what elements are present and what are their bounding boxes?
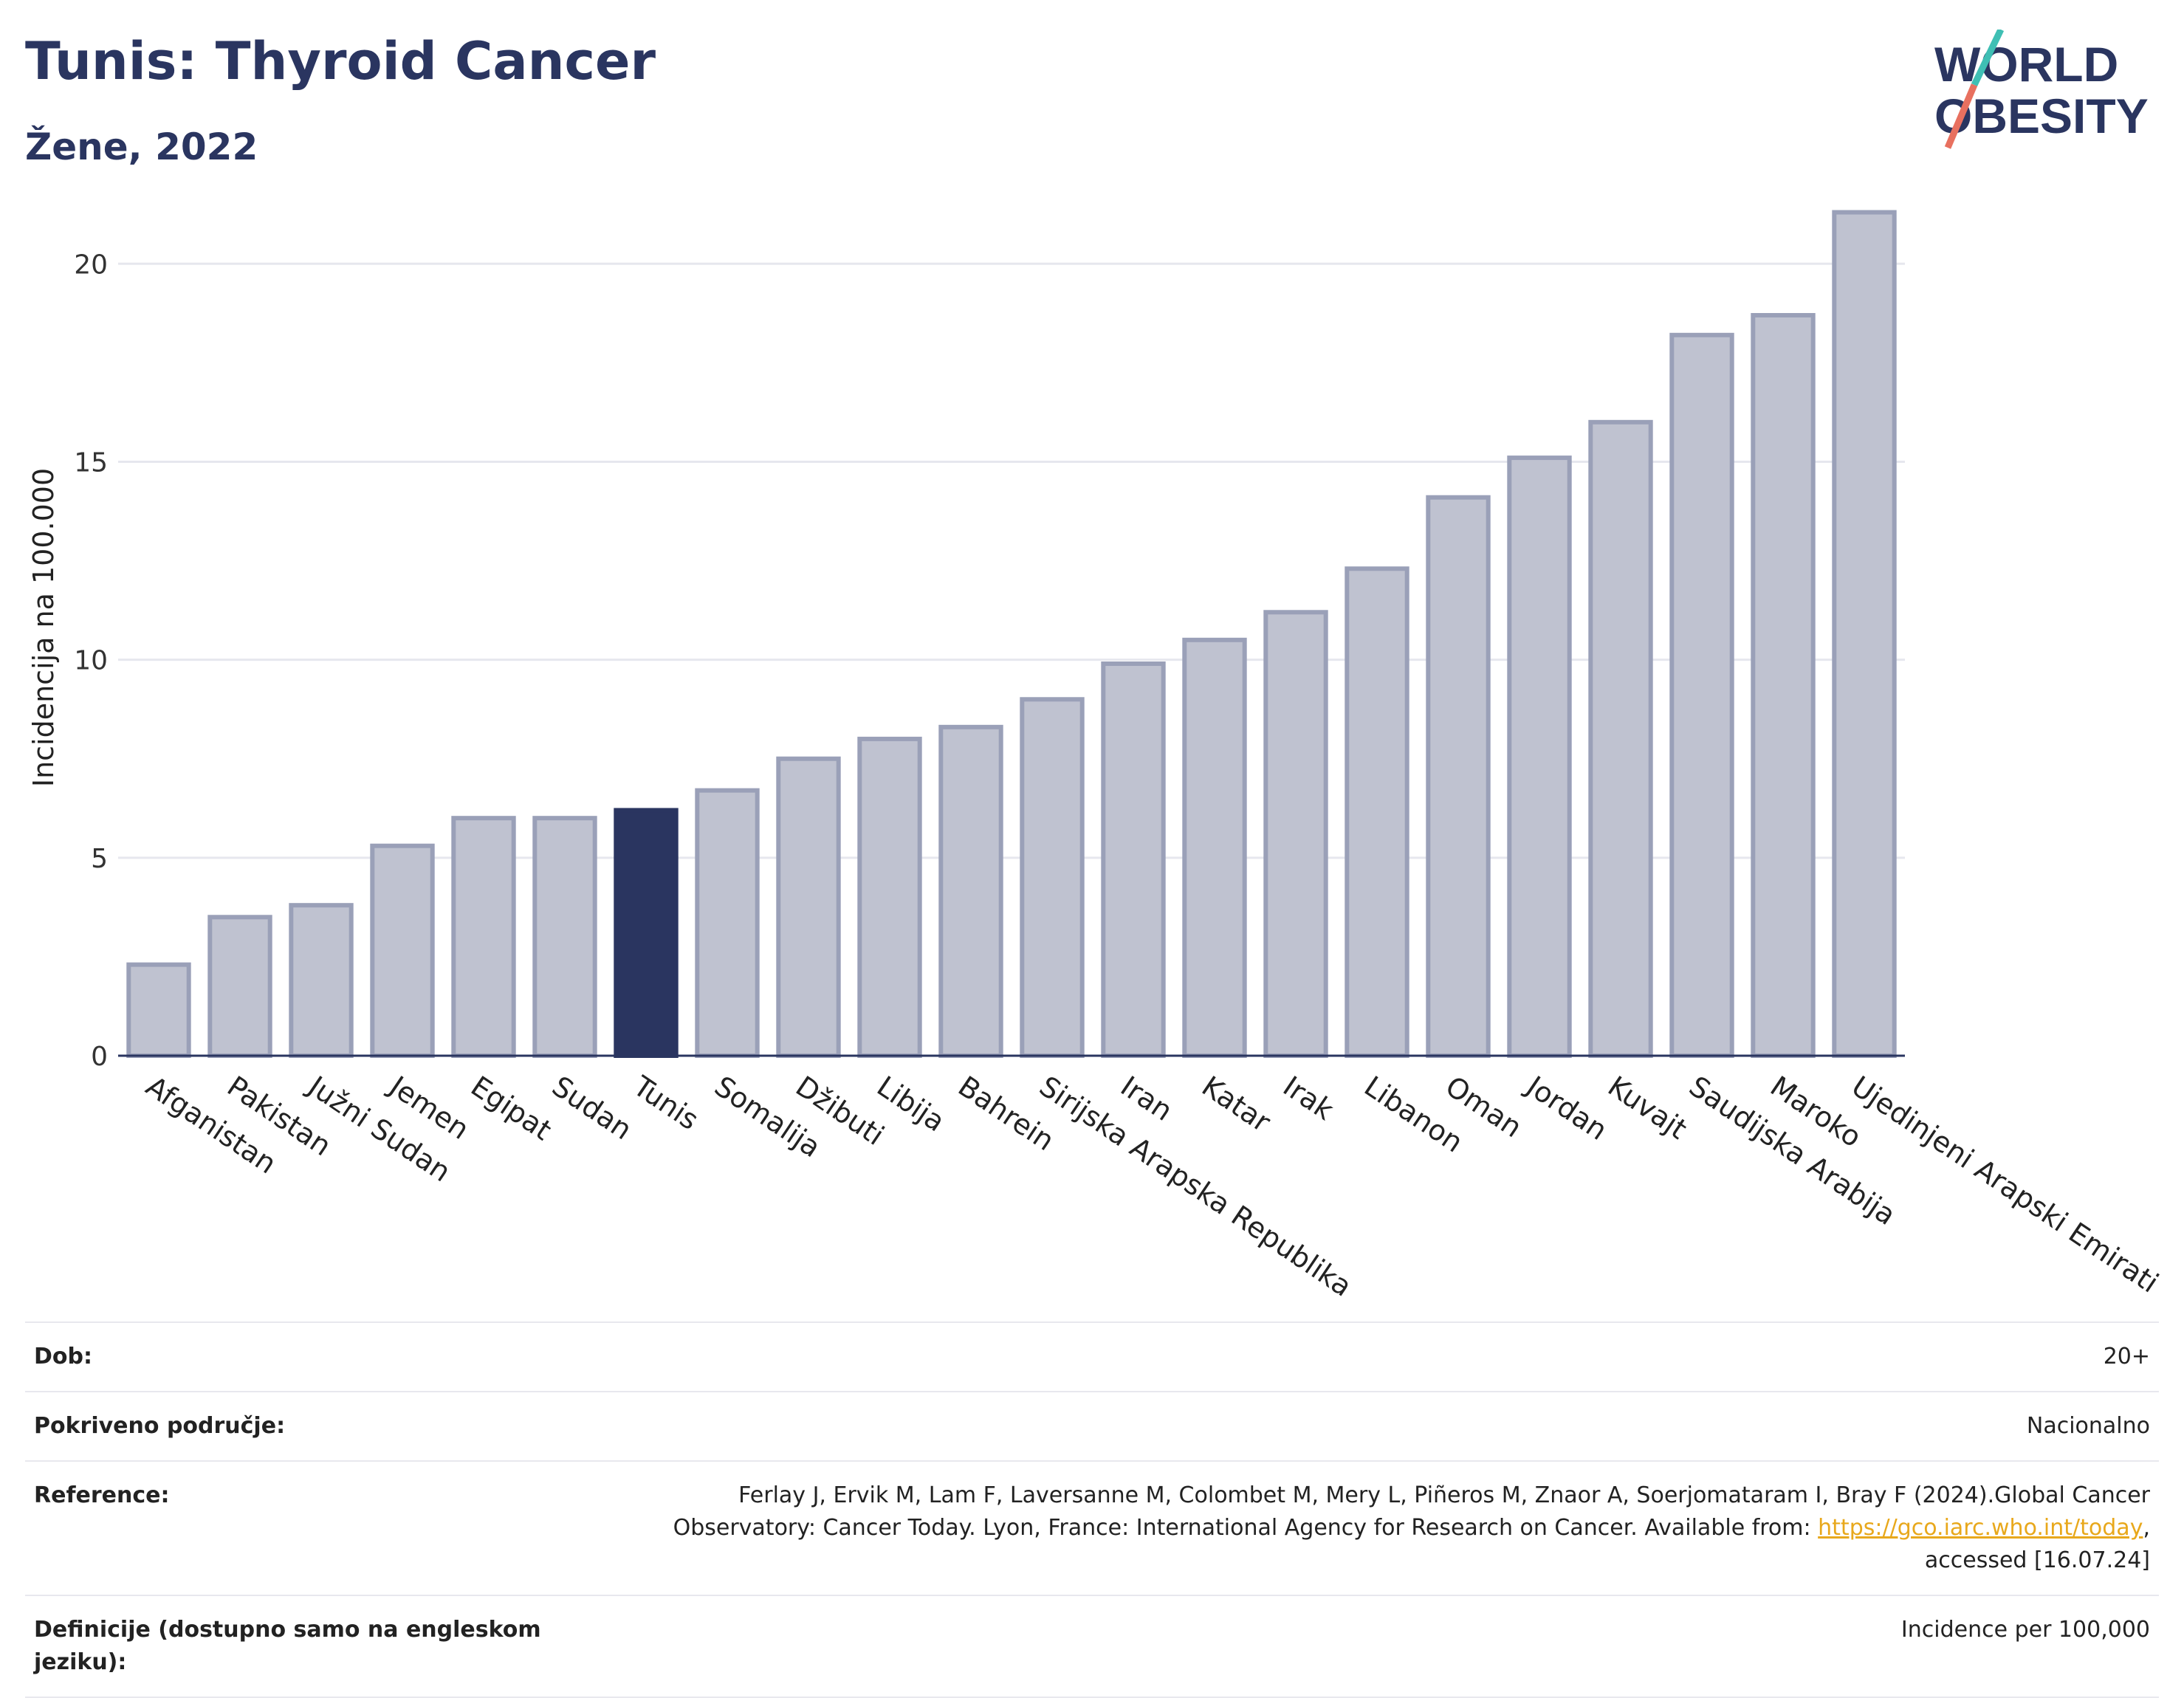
chart-title: Tunis: Thyroid Cancer	[25, 31, 656, 92]
coverage-value: Nacionalno	[2026, 1413, 2150, 1439]
y-axis-label: Incidencija na 100.000	[27, 468, 60, 787]
bar-sirijska-arapska-republika	[1020, 697, 1085, 1058]
bar-kuvajt	[1588, 419, 1653, 1058]
bar-južni-sudan	[289, 903, 354, 1058]
logo-red-stroke	[1944, 83, 1978, 149]
bar-libanon	[1345, 566, 1409, 1058]
y-tick-label: 5	[91, 844, 108, 874]
bar-katar	[1182, 637, 1247, 1058]
logo-line1: WORLD	[1934, 37, 2118, 92]
y-tick-label: 15	[74, 447, 108, 478]
coverage-label: Pokriveno područje:	[34, 1413, 286, 1439]
x-tick-label: Jordan	[1519, 1069, 1613, 1147]
y-tick-label: 20	[74, 250, 108, 280]
info-row-reference: Reference: Ferlay J, Ervik M, Lam F, Lav…	[25, 1460, 2159, 1595]
info-row-definitions: Definicije (dostupno samo na engleskom j…	[25, 1595, 2159, 1698]
reference-text: Ferlay J, Ervik M, Lam F, Laversanne M, …	[673, 1482, 2150, 1541]
chart-subtitle: Žene, 2022	[25, 126, 258, 168]
logo-teal-stroke	[1971, 30, 2005, 86]
reference-tail: , accessed [16.07.24]	[1924, 1515, 2150, 1573]
bar-somalija	[695, 788, 760, 1058]
bar-bahrein	[938, 724, 1003, 1058]
bar-egipat	[451, 816, 516, 1058]
info-row-age: Dob: 20+	[25, 1321, 2159, 1391]
x-tick-label: Ujedinjeni Arapski Emirati	[1846, 1070, 2164, 1299]
x-tick-label: Kuvajt	[1602, 1070, 1693, 1146]
x-tick-label: Tunis	[627, 1069, 704, 1136]
bar-afganistan	[126, 962, 191, 1058]
bar-maroko	[1751, 313, 1816, 1058]
age-label: Dob:	[34, 1344, 92, 1369]
x-tick-label: Irak	[1277, 1070, 1339, 1127]
reference-label: Reference:	[34, 1482, 170, 1508]
definitions-label: Definicije (dostupno samo na engleskom j…	[34, 1617, 541, 1675]
bar-jemen	[370, 843, 435, 1059]
x-tick-label: Egipat	[465, 1070, 557, 1147]
bar-oman	[1426, 495, 1491, 1058]
world-obesity-logo: WORLD OBESITY	[1934, 30, 2149, 149]
bar-libija	[857, 736, 922, 1059]
bar-pakistan	[207, 915, 272, 1058]
age-value: 20+	[2103, 1344, 2150, 1369]
x-tick-label: Sudan	[546, 1070, 638, 1146]
bar-jordan	[1507, 456, 1572, 1058]
y-tick-label: 10	[74, 646, 108, 676]
bar-saudijska-arabija	[1669, 332, 1734, 1058]
reference-value: Ferlay J, Ervik M, Lam F, Laversanne M, …	[600, 1479, 2150, 1577]
x-tick-label: Katar	[1196, 1070, 1277, 1138]
bar-ujedinjeni-arapski-emirati	[1832, 210, 1897, 1059]
bar-sudan	[532, 816, 597, 1058]
info-row-coverage: Pokriveno područje: Nacionalno	[25, 1391, 2159, 1460]
info-table: Dob: 20+ Pokriveno područje: Nacionalno …	[25, 1321, 2159, 1698]
y-tick-label: 0	[91, 1042, 108, 1072]
bar-džibuti	[776, 756, 841, 1059]
bar-iran	[1101, 661, 1166, 1058]
bar-irak	[1263, 610, 1328, 1058]
bar-tunis	[614, 808, 679, 1059]
reference-link[interactable]: https://gco.iarc.who.int/today	[1818, 1515, 2143, 1541]
definitions-value: Incidence per 100,000	[1900, 1617, 2150, 1643]
